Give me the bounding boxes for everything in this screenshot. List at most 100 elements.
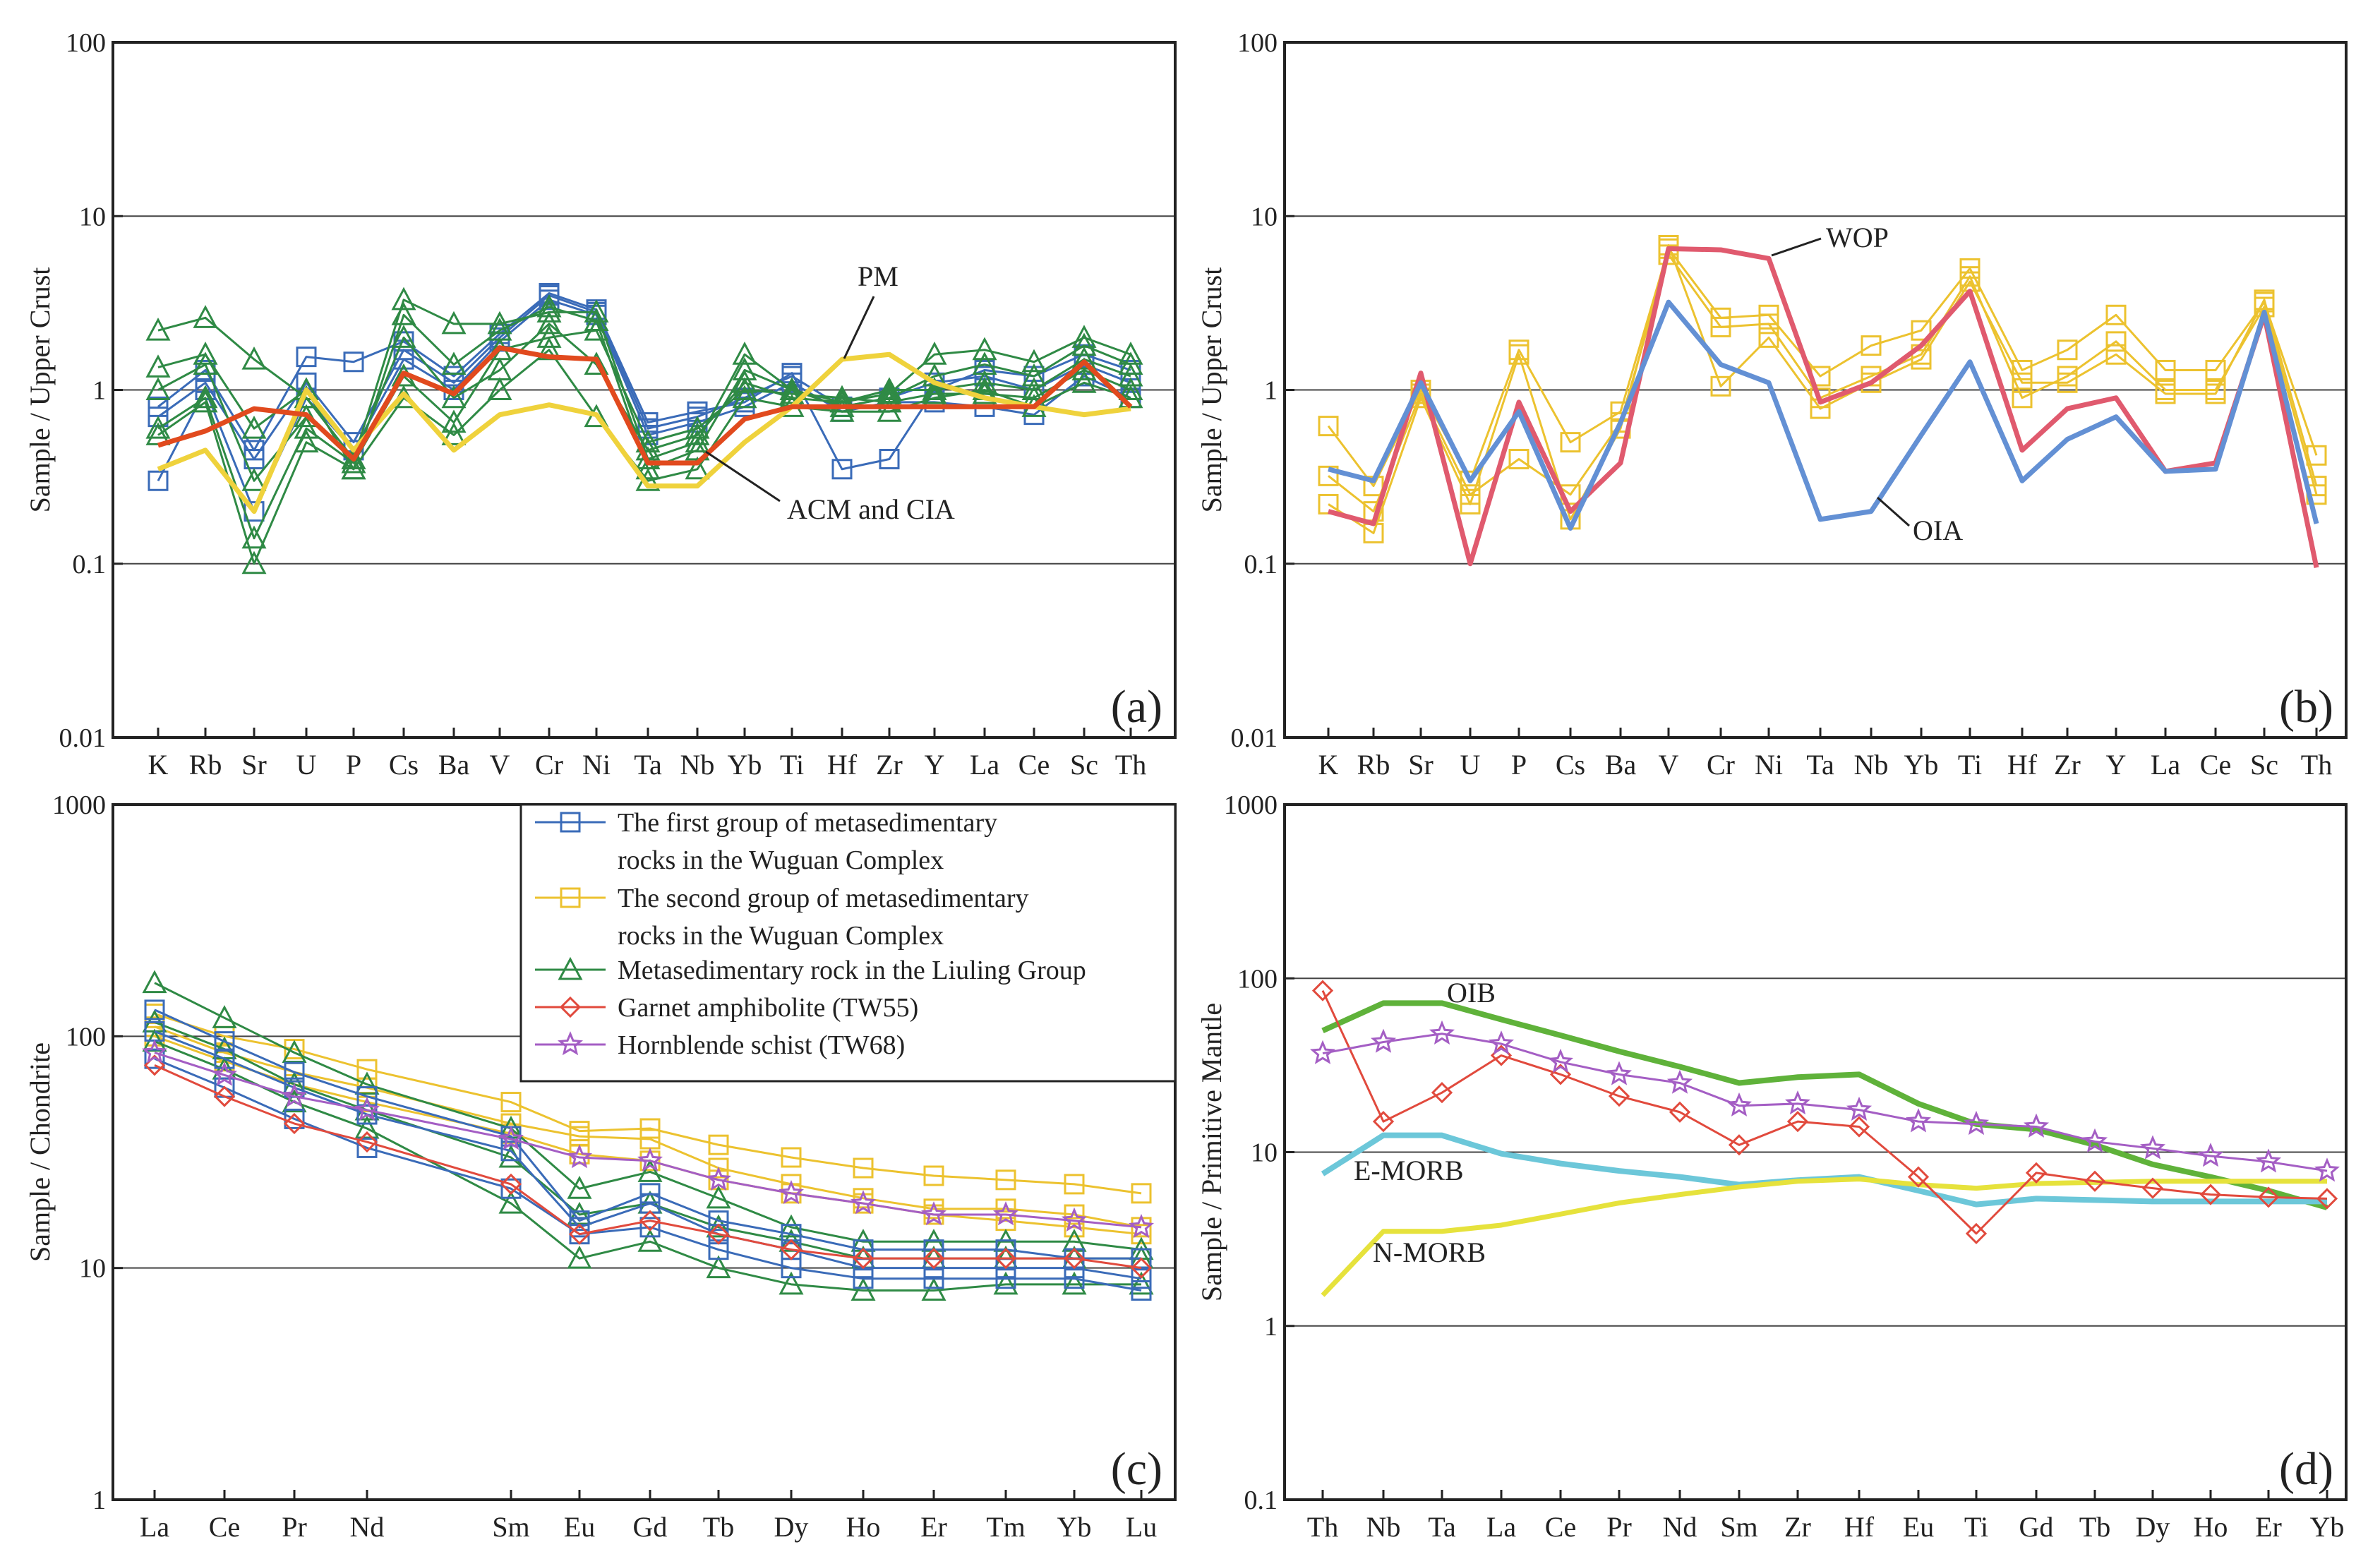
x-tick-label: Yb xyxy=(2310,1511,2345,1543)
data-point xyxy=(214,1048,235,1069)
x-tick-label: Sr xyxy=(1408,749,1434,781)
data-point xyxy=(877,389,902,413)
x-tick-label: Dy xyxy=(774,1511,809,1543)
data-point xyxy=(637,1229,663,1252)
data-point xyxy=(557,1031,584,1056)
data-point xyxy=(1130,1257,1153,1279)
data-point xyxy=(284,1061,305,1083)
data-point xyxy=(584,318,609,341)
data-point xyxy=(1488,1030,1515,1055)
x-tick-label: Th xyxy=(1115,749,1146,781)
data-point xyxy=(1061,1207,1088,1232)
data-point xyxy=(213,1085,236,1107)
data-point xyxy=(1128,1214,1155,1239)
data-point xyxy=(1071,346,1097,370)
data-point xyxy=(282,1040,307,1064)
x-tick-label: Cr xyxy=(1707,749,1735,781)
x-tick-label: Pr xyxy=(282,1511,307,1543)
x-tick-label: Tb xyxy=(2079,1511,2110,1543)
data-point xyxy=(145,354,171,378)
data-point xyxy=(558,956,583,980)
data-point xyxy=(732,377,757,400)
data-point xyxy=(441,311,467,335)
series-line xyxy=(1328,246,2319,568)
data-point xyxy=(972,380,997,404)
x-tick-label: Cr xyxy=(535,749,563,781)
x-tick-label: Ti xyxy=(1964,1511,1988,1543)
y-tick-label: 0.1 xyxy=(1244,1486,1278,1515)
data-point xyxy=(2105,331,2127,352)
x-tick-label: Ce xyxy=(209,1511,240,1543)
data-point xyxy=(779,1214,804,1238)
data-point xyxy=(148,470,169,491)
y-tick-label: 1 xyxy=(92,376,106,406)
data-point xyxy=(500,1173,522,1196)
data-point xyxy=(141,1039,168,1064)
x-tick-label: Zr xyxy=(1784,1511,1811,1543)
legend-item-hornblende: Hornblende schist (TW68) xyxy=(535,1030,905,1060)
data-point xyxy=(356,1137,378,1158)
data-point xyxy=(685,456,710,480)
annotation-leader xyxy=(705,450,781,502)
y-tick-label: 1000 xyxy=(52,790,106,820)
data-point xyxy=(1129,1271,1154,1295)
data-point xyxy=(1071,370,1097,393)
x-tick-label: V xyxy=(490,749,510,781)
x-tick-label: Ce xyxy=(2200,749,2231,781)
data-point xyxy=(829,389,855,413)
data-point xyxy=(851,1277,876,1301)
x-tick-label: Er xyxy=(920,1511,947,1543)
data-point xyxy=(391,302,416,325)
data-point xyxy=(193,305,218,328)
data-point xyxy=(1786,1111,1809,1133)
x-tick-label: Nd xyxy=(1663,1511,1697,1543)
data-point xyxy=(994,1247,1017,1270)
data-point xyxy=(1064,1174,1085,1195)
data-point xyxy=(1963,1110,1990,1136)
series-hornblende xyxy=(1309,1020,2340,1182)
data-point xyxy=(2139,1135,2166,1160)
data-point xyxy=(341,450,366,474)
data-point xyxy=(241,415,267,439)
data-point xyxy=(993,1271,1018,1295)
x-tick-label: Nb xyxy=(680,749,715,781)
series-layer xyxy=(141,970,1155,1301)
data-point xyxy=(639,1217,661,1238)
plot-frame xyxy=(112,41,1177,739)
x-tick-label: Pr xyxy=(1606,1511,1632,1543)
x-tick-label: Zr xyxy=(2054,749,2081,781)
data-point xyxy=(1318,416,1339,437)
data-point xyxy=(1861,372,1882,393)
x-tick-label: Eu xyxy=(1903,1511,1934,1543)
data-point xyxy=(241,550,267,574)
series-layer xyxy=(1309,980,2340,1297)
data-point xyxy=(559,996,582,1018)
x-tick-label: Sc xyxy=(1070,749,1098,781)
data-point xyxy=(1370,1028,1397,1053)
data-point xyxy=(922,1247,945,1270)
data-point xyxy=(144,999,165,1021)
data-point xyxy=(708,1210,729,1232)
data-point xyxy=(1118,385,1143,409)
series-hornblende xyxy=(141,1039,1155,1239)
data-point xyxy=(294,415,319,439)
data-point xyxy=(241,346,267,370)
data-point xyxy=(1907,1166,1930,1188)
data-point xyxy=(685,415,710,439)
data-point xyxy=(635,429,661,453)
data-point xyxy=(779,1271,804,1295)
data-point xyxy=(1021,349,1047,373)
data-point xyxy=(639,1210,661,1232)
x-tick-label: Ti xyxy=(780,749,804,781)
data-point xyxy=(282,1071,307,1095)
series-layer xyxy=(1318,234,2327,568)
data-point xyxy=(145,377,171,400)
x-tick-label: Hf xyxy=(827,749,858,781)
x-tick-label: Nb xyxy=(1366,1511,1401,1543)
data-point xyxy=(2255,1148,2282,1173)
data-point xyxy=(920,1201,947,1226)
data-point xyxy=(145,415,171,439)
data-point xyxy=(1608,1085,1630,1107)
data-point xyxy=(923,1165,944,1186)
data-point xyxy=(498,1190,524,1214)
